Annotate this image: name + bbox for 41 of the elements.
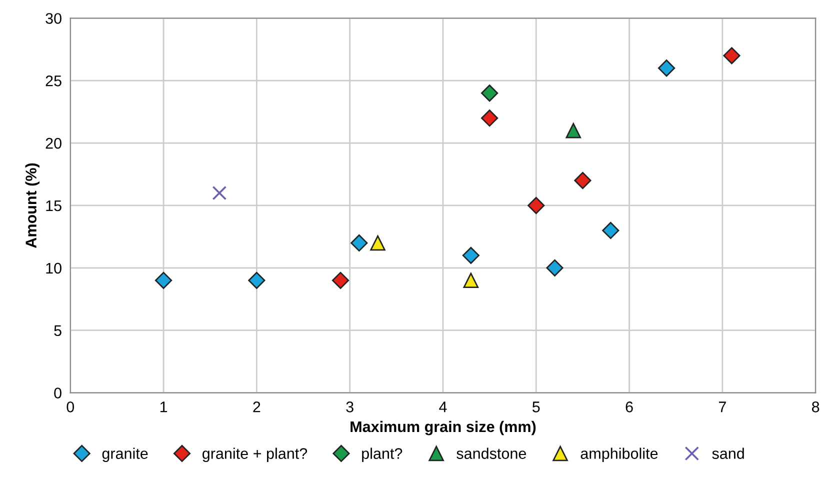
point xyxy=(481,110,498,127)
y-tick-label: 10 xyxy=(46,262,62,274)
legend-label: sand xyxy=(712,448,744,459)
legend-label: granite xyxy=(102,448,148,462)
point xyxy=(462,246,480,264)
point xyxy=(332,272,350,289)
point xyxy=(370,235,386,251)
x-tick-label: 6 xyxy=(626,402,633,412)
y-axis-title: Amount (%) xyxy=(25,163,40,248)
legend-label: plant? xyxy=(362,448,402,462)
y-tick-label: 25 xyxy=(46,76,62,86)
legend-label: granite + plant? xyxy=(202,448,308,462)
point xyxy=(350,234,368,252)
x-tick-label: 3 xyxy=(346,402,354,412)
x-tick-label: 5 xyxy=(532,402,540,412)
point xyxy=(154,272,172,289)
y-tick-label: 5 xyxy=(54,325,62,336)
x-tick-label: 1 xyxy=(160,402,168,412)
x-tick-label: 8 xyxy=(812,402,820,412)
point xyxy=(212,186,227,200)
point xyxy=(602,222,620,240)
x-tick-label: 7 xyxy=(718,402,726,412)
point xyxy=(248,272,266,289)
y-tick-label: 0 xyxy=(54,388,62,398)
x-tick-label: 2 xyxy=(253,402,260,412)
point xyxy=(528,196,545,214)
point xyxy=(546,259,564,276)
y-tick-label: 15 xyxy=(46,200,62,212)
point xyxy=(481,84,498,102)
y-tick-label: 20 xyxy=(46,138,62,149)
point xyxy=(723,47,740,64)
point xyxy=(658,60,676,77)
point xyxy=(574,172,592,190)
y-tick-label: 30 xyxy=(46,13,62,24)
point xyxy=(566,122,582,138)
x-tick-label: 4 xyxy=(439,402,447,412)
x-tick-label: 0 xyxy=(66,402,74,412)
legend-label: sandstone xyxy=(456,448,526,459)
legend-label: amphibolite xyxy=(580,448,658,462)
x-axis-title: Maximum grain size (mm) xyxy=(350,420,536,436)
point xyxy=(463,272,479,288)
